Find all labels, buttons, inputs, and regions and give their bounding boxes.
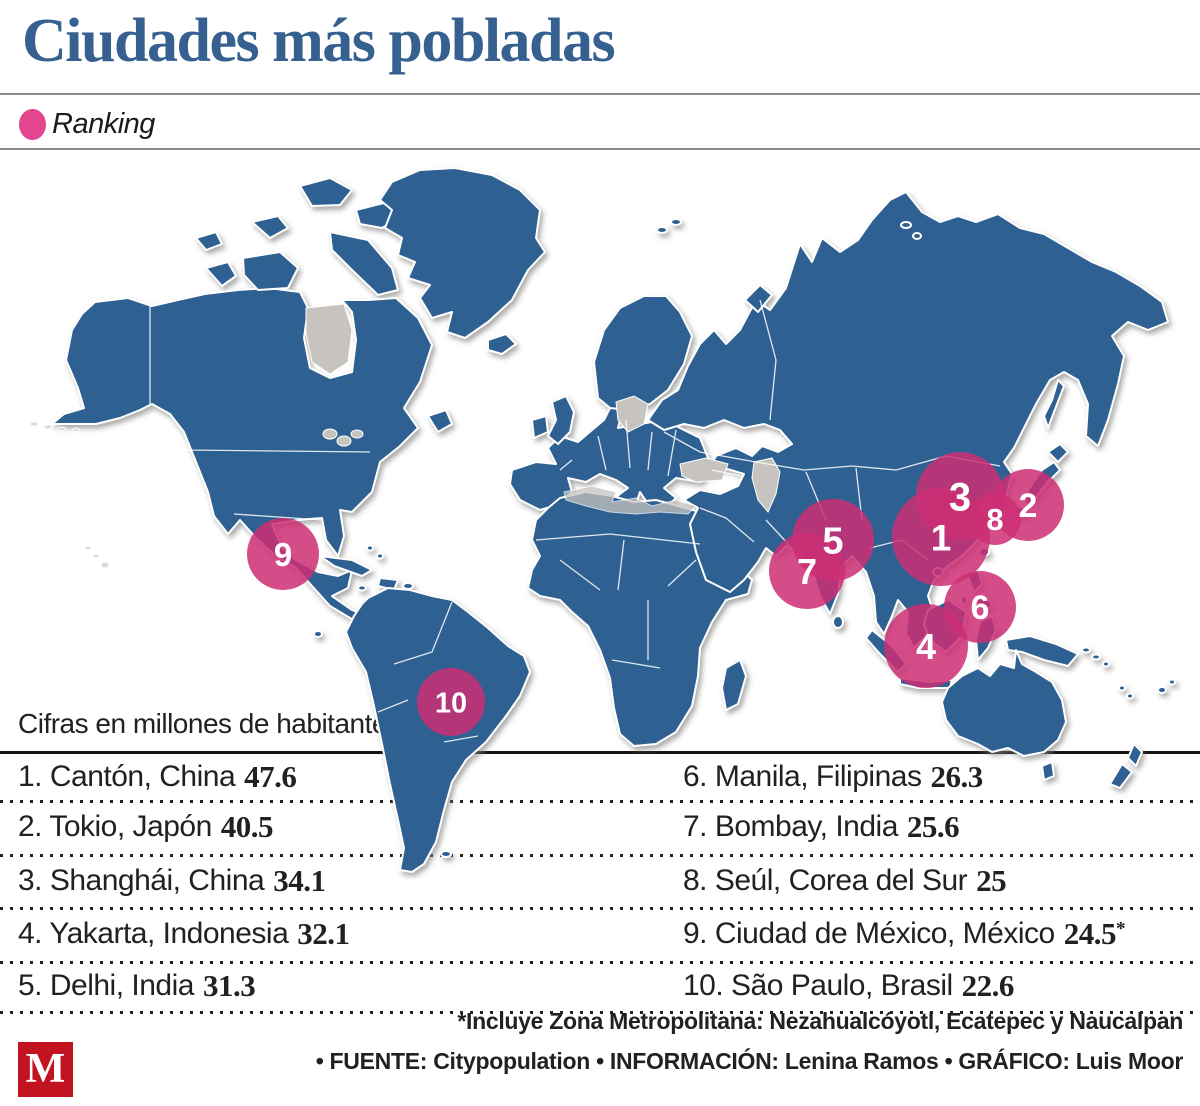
city-label: 8. Seúl, Corea del Sur [683, 863, 968, 897]
svg-text:2: 2 [1019, 487, 1038, 525]
ranking-item: 7. Bombay, India 25.6 [683, 800, 1200, 854]
svg-text:8: 8 [986, 502, 1003, 537]
city-label: 4. Yakarta, Indonesia [18, 917, 289, 950]
credits: • FUENTE: Citypopulation • INFORMACIÓN: … [315, 1048, 1184, 1074]
svg-text:1: 1 [931, 517, 952, 558]
city-label: 3. Shanghái, China [18, 863, 265, 897]
country-borders [149, 299, 1001, 743]
ranking-item: 6. Manila, Filipinas 26.3 [683, 754, 1200, 800]
divider-top [0, 93, 1200, 95]
inland-seas [305, 303, 781, 515]
table-row: 3. Shanghái, China 34.1 8. Seúl, Corea d… [0, 854, 1200, 910]
svg-text:7: 7 [797, 551, 817, 592]
map-note: Cifras en millones de habitantes [18, 708, 401, 739]
milenio-logo: M [18, 1042, 73, 1097]
table-row: 4. Yakarta, Indonesia 32.1 9. Ciudad de … [0, 907, 1200, 964]
svg-text:9: 9 [274, 536, 292, 573]
ranking-item: 3. Shanghái, China 34.1 [0, 854, 683, 907]
city-label: 6. Manila, Filipinas [683, 760, 922, 793]
ranking-table: 1. Cantón, China 47.6 6. Manila, Filipin… [0, 751, 1200, 1014]
ranking-item: 2. Tokio, Japón 40.5 [0, 800, 683, 854]
population-value: 31.3 [202, 968, 256, 1003]
svg-text:6: 6 [971, 589, 990, 627]
ranking-item: 1. Cantón, China 47.6 [0, 754, 683, 800]
logo-letter: M [25, 1046, 66, 1092]
population-value: 34.1 [273, 862, 326, 898]
table-row: 2. Tokio, Japón 40.5 7. Bombay, India 25… [0, 800, 1200, 857]
svg-text:5: 5 [822, 521, 843, 563]
population-value: 40.5 [220, 809, 274, 844]
population-value: 47.6 [244, 759, 297, 794]
population-value: 24.5* [1063, 916, 1126, 951]
ranking-item: 10. São Paulo, Brasil 22.6 [683, 961, 1200, 1011]
footnote: *Incluye Zona Metropolitana: Nezahualcóy… [457, 1008, 1183, 1034]
svg-text:10: 10 [435, 687, 467, 719]
svg-text:4: 4 [916, 626, 936, 667]
ranking-dot-icon [19, 108, 46, 140]
city-label: 9. Ciudad de México, México [683, 917, 1055, 950]
city-label: 10. São Paulo, Brasil [683, 969, 953, 1002]
population-value: 25 [976, 862, 1007, 898]
city-label: 7. Bombay, India [683, 810, 898, 843]
ranking-item: 8. Seúl, Corea del Sur 25 [683, 854, 1200, 907]
population-value: 22.6 [961, 968, 1015, 1003]
ranking-item: 5. Delhi, India 31.3 [0, 961, 683, 1011]
table-row: 5. Delhi, India 31.3 10. São Paulo, Bras… [0, 961, 1200, 1014]
city-label: 5. Delhi, India [18, 969, 194, 1002]
city-label: 2. Tokio, Japón [18, 810, 212, 843]
svg-text:3: 3 [949, 475, 971, 519]
rank-markers: 1 2 3 4 5 6 7 8 9 10 [247, 452, 1064, 736]
population-value: 26.3 [930, 759, 983, 794]
page-title: Ciudades más pobladas [22, 7, 616, 75]
ranking-item: 9. Ciudad de México, México 24.5* [683, 907, 1200, 961]
legend-label: Ranking [52, 107, 155, 140]
population-value: 25.6 [906, 809, 960, 844]
ranking-item: 4. Yakarta, Indonesia 32.1 [0, 907, 683, 961]
city-label: 1. Cantón, China [18, 760, 236, 793]
legend: Ranking [19, 100, 155, 148]
population-value: 32.1 [297, 916, 350, 951]
divider-legend [0, 148, 1200, 150]
islets [29, 421, 110, 569]
table-row: 1. Cantón, China 47.6 6. Manila, Filipin… [0, 754, 1200, 803]
